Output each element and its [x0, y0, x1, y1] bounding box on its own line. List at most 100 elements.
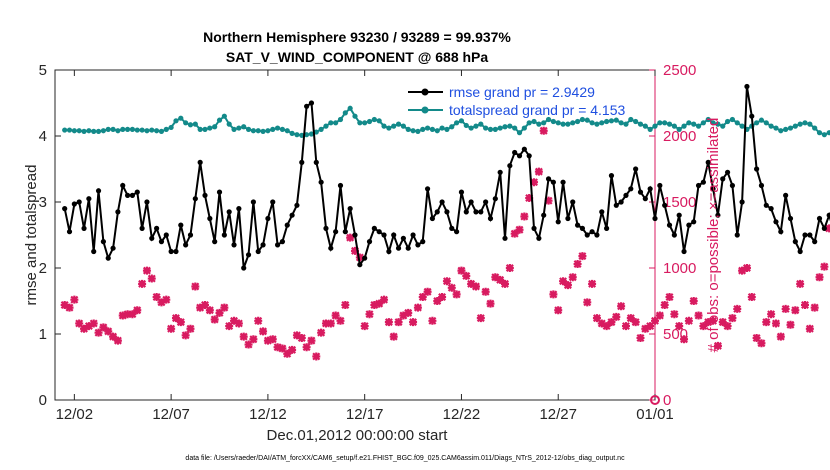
obs-count-marker [394, 318, 403, 327]
spread-point [526, 120, 532, 126]
spread-point [565, 121, 571, 127]
legend-spread-marker [421, 106, 429, 114]
obs-count-marker [486, 299, 495, 308]
obs-count-marker [481, 287, 490, 296]
rmse-point [371, 225, 377, 231]
obs-count-marker [501, 279, 509, 288]
spread-point [783, 126, 789, 132]
y-tick-label: 5 [39, 62, 47, 79]
spread-point [604, 118, 610, 125]
rmse-point [308, 100, 315, 106]
obs-count-marker-shape [70, 295, 79, 304]
obs-count-marker-shape [530, 178, 539, 187]
obs-count-marker [651, 316, 659, 325]
obs-count-marker-shape [447, 283, 456, 292]
obs-count-marker [534, 167, 543, 176]
spread-point [657, 120, 663, 126]
rmse-point [357, 262, 363, 268]
spread-point [768, 123, 774, 129]
obs-count-marker-shape [321, 319, 330, 328]
spread-point [197, 126, 203, 132]
spread-point [492, 126, 498, 132]
obs-count-marker [471, 282, 480, 291]
obs-count-marker-shape [113, 336, 122, 345]
rmse-point [599, 209, 605, 215]
spread-point [691, 121, 697, 127]
obs-count-marker-shape [612, 312, 621, 321]
obs-count-series [60, 126, 830, 361]
obs-count-marker [631, 318, 640, 327]
y-axis-label: rmse and totalspread [23, 165, 40, 306]
obs-count-marker [326, 319, 335, 328]
rmse-point [676, 212, 682, 218]
rmse-point [812, 239, 818, 245]
rmse-point [497, 169, 503, 175]
rmse-point [105, 255, 111, 261]
obs-count-marker-shape [515, 225, 524, 234]
spread-point [284, 128, 290, 134]
obs-count-marker [80, 324, 89, 333]
rmse-point [333, 229, 339, 235]
obs-count-marker [568, 273, 577, 282]
spread-point [720, 123, 726, 129]
obs-count-marker [307, 336, 316, 345]
legend-rmse-marker [421, 88, 429, 96]
obs-count-marker-shape [278, 344, 287, 353]
obs-count-marker [355, 253, 364, 262]
rmse-point [241, 265, 247, 271]
rmse-point [483, 199, 489, 205]
spread-point [802, 120, 808, 126]
rmse-point [318, 179, 324, 185]
rmse-point [231, 242, 237, 248]
obs-count-marker [554, 306, 563, 315]
spread-point [579, 116, 586, 123]
obs-count-marker [418, 293, 427, 302]
rmse-point [163, 232, 169, 238]
rmse-point [594, 232, 600, 238]
spread-point [454, 120, 460, 126]
rmse-point [347, 206, 353, 212]
rmse-point [695, 182, 702, 189]
obs-count-marker-shape [225, 322, 234, 331]
rmse-point [628, 186, 634, 192]
rmse-point [637, 189, 644, 195]
obs-count-marker [791, 306, 800, 315]
spread-point [541, 120, 547, 126]
obs-count-marker [544, 196, 553, 205]
obs-count-marker [297, 333, 306, 342]
obs-count-marker [288, 345, 297, 354]
y-tick-label: 1 [39, 326, 47, 343]
obs-count-marker-shape [738, 266, 747, 275]
spread-point [265, 128, 271, 134]
spread-point [816, 130, 823, 136]
spread-point [289, 130, 295, 136]
spread-point [633, 118, 639, 125]
rmse-point [507, 163, 513, 169]
spread-point [100, 128, 106, 134]
rmse-point [212, 239, 218, 245]
spread-point [328, 120, 334, 126]
obs-count-marker-shape [534, 167, 543, 176]
obs-count-marker [239, 332, 248, 341]
obs-count-marker [167, 324, 176, 333]
rmse-point [618, 199, 624, 205]
spread-point [86, 128, 92, 134]
spread-point [250, 128, 256, 134]
obs-count-marker [380, 295, 389, 304]
obs-count-marker [128, 310, 137, 319]
rmse-point [139, 225, 145, 231]
obs-count-marker [89, 319, 98, 328]
spread-point [144, 128, 150, 134]
obs-count-marker [341, 300, 350, 309]
obs-count-marker-shape [510, 229, 519, 238]
obs-count-marker [820, 262, 829, 271]
obs-count-marker-shape [360, 322, 369, 331]
y-tick-label: 3 [39, 194, 47, 211]
obs-count-marker-shape [201, 300, 209, 309]
obs-count-marker [602, 322, 611, 331]
obs-count-marker [684, 316, 693, 325]
rmse-point [570, 199, 576, 205]
rmse-point [526, 153, 532, 159]
rmse-point [652, 215, 658, 222]
rmse-point [773, 219, 779, 225]
